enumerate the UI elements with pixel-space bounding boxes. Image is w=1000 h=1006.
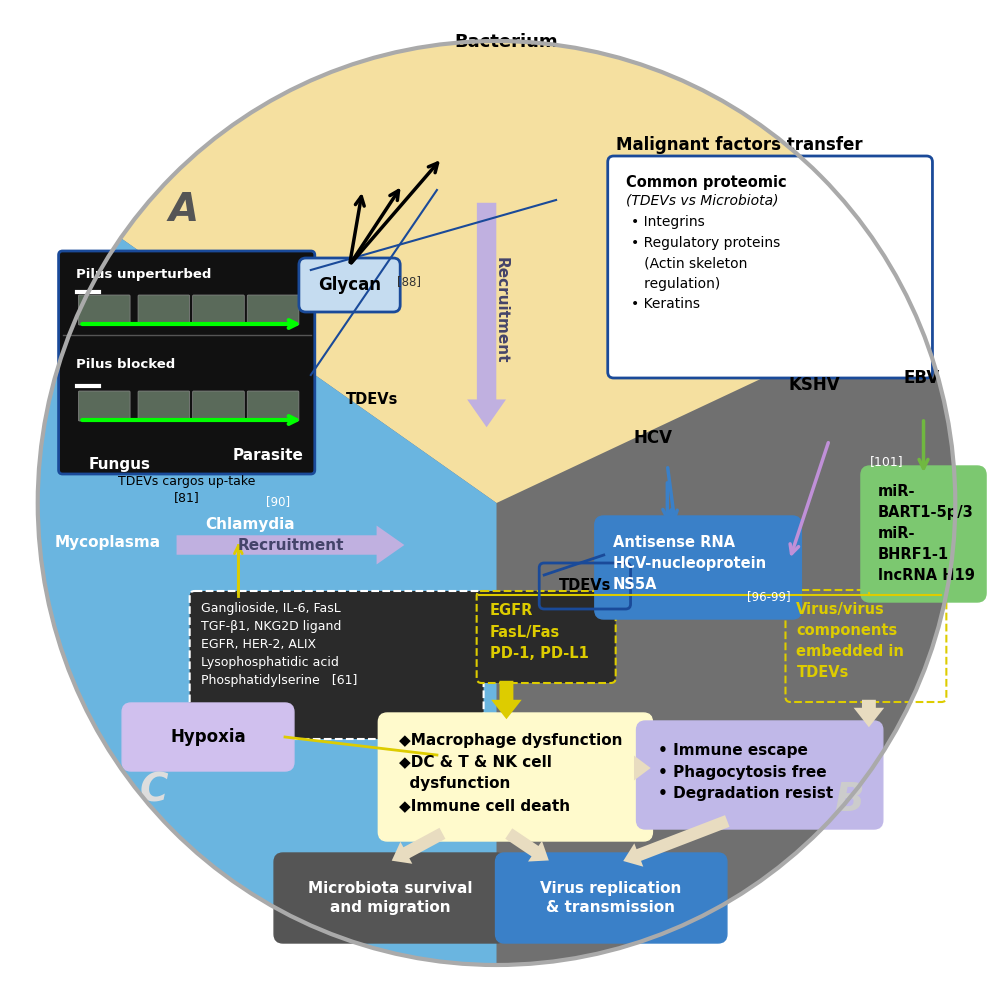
- FancyBboxPatch shape: [78, 295, 130, 325]
- FancyBboxPatch shape: [595, 516, 801, 619]
- Text: [101]: [101]: [870, 456, 904, 469]
- Text: • Integrins
• Regulatory proteins
   (Actin skeleton
   regulation)
• Keratins: • Integrins • Regulatory proteins (Actin…: [631, 215, 780, 312]
- FancyBboxPatch shape: [274, 853, 505, 943]
- Text: Fungus: Fungus: [88, 458, 150, 473]
- FancyBboxPatch shape: [190, 591, 484, 739]
- Text: B: B: [834, 781, 864, 819]
- Text: Parasite: Parasite: [233, 449, 304, 464]
- Circle shape: [38, 41, 955, 965]
- Text: Bacterium: Bacterium: [455, 33, 558, 51]
- Text: Malignant factors transfer: Malignant factors transfer: [616, 136, 863, 154]
- Text: Pilus blocked: Pilus blocked: [76, 358, 176, 371]
- Wedge shape: [38, 238, 497, 965]
- FancyBboxPatch shape: [138, 295, 190, 325]
- Text: miR-
BART1-5p/3
miR-
BHRF1-1
lncRNA H19: miR- BART1-5p/3 miR- BHRF1-1 lncRNA H19: [878, 484, 975, 583]
- FancyBboxPatch shape: [637, 721, 883, 829]
- FancyBboxPatch shape: [299, 258, 400, 312]
- FancyBboxPatch shape: [193, 391, 244, 421]
- Text: Virus/virus
components
embedded in
TDEVs: Virus/virus components embedded in TDEVs: [796, 602, 904, 680]
- Text: [88]: [88]: [397, 276, 421, 289]
- Text: Hypoxia: Hypoxia: [171, 728, 246, 746]
- Wedge shape: [121, 41, 912, 503]
- FancyBboxPatch shape: [247, 391, 299, 421]
- Text: Recruitment: Recruitment: [238, 538, 344, 553]
- Text: Common proteomic: Common proteomic: [626, 175, 786, 190]
- Text: KSHV: KSHV: [788, 376, 840, 394]
- Text: A: A: [169, 191, 199, 229]
- Text: Mycoplasma: Mycoplasma: [54, 534, 160, 549]
- Text: Glycan: Glycan: [318, 276, 381, 294]
- Text: EBV: EBV: [903, 369, 940, 387]
- FancyBboxPatch shape: [608, 156, 932, 378]
- FancyBboxPatch shape: [78, 391, 130, 421]
- FancyBboxPatch shape: [861, 466, 986, 602]
- Text: TDEVs: TDEVs: [346, 392, 399, 407]
- FancyBboxPatch shape: [193, 295, 244, 325]
- FancyBboxPatch shape: [496, 853, 727, 943]
- FancyBboxPatch shape: [138, 391, 190, 421]
- Text: Microbiota survival
and migration: Microbiota survival and migration: [308, 880, 473, 915]
- Text: EGFR
FasL/Fas
PD-1, PD-L1: EGFR FasL/Fas PD-1, PD-L1: [490, 603, 588, 661]
- Text: Recruitment: Recruitment: [494, 257, 509, 363]
- FancyBboxPatch shape: [247, 295, 299, 325]
- Text: Ganglioside, IL-6, FasL
TGF-β1, NKG2D ligand
EGFR, HER-2, ALIX
Lysophosphatidic : Ganglioside, IL-6, FasL TGF-β1, NKG2D li…: [201, 602, 357, 687]
- Text: Pilus unperturbed: Pilus unperturbed: [76, 268, 212, 281]
- Text: TDEVs: TDEVs: [559, 578, 611, 594]
- Text: Antisense RNA
HCV-nucleoprotein
NS5A: Antisense RNA HCV-nucleoprotein NS5A: [613, 535, 767, 592]
- Text: C: C: [140, 771, 168, 809]
- Text: [90]: [90]: [266, 496, 290, 508]
- Text: Chlamydia: Chlamydia: [205, 516, 295, 531]
- FancyBboxPatch shape: [122, 703, 294, 771]
- Text: TDEVs cargos up-take
[81]: TDEVs cargos up-take [81]: [118, 475, 255, 504]
- FancyBboxPatch shape: [378, 713, 652, 841]
- Text: [96-99]: [96-99]: [747, 591, 790, 604]
- FancyBboxPatch shape: [59, 252, 315, 474]
- Text: ◆Macrophage dysfunction
◆DC & T & NK cell
  dysfunction
◆Immune cell death: ◆Macrophage dysfunction ◆DC & T & NK cel…: [399, 733, 623, 813]
- Text: Virus replication
& transmission: Virus replication & transmission: [540, 880, 681, 915]
- Text: • Immune escape
• Phagocytosis free
• Degradation resist: • Immune escape • Phagocytosis free • De…: [658, 743, 834, 801]
- Text: (TDEVs vs Microbiota): (TDEVs vs Microbiota): [626, 193, 778, 207]
- FancyBboxPatch shape: [477, 591, 616, 683]
- Text: HCV: HCV: [634, 429, 673, 447]
